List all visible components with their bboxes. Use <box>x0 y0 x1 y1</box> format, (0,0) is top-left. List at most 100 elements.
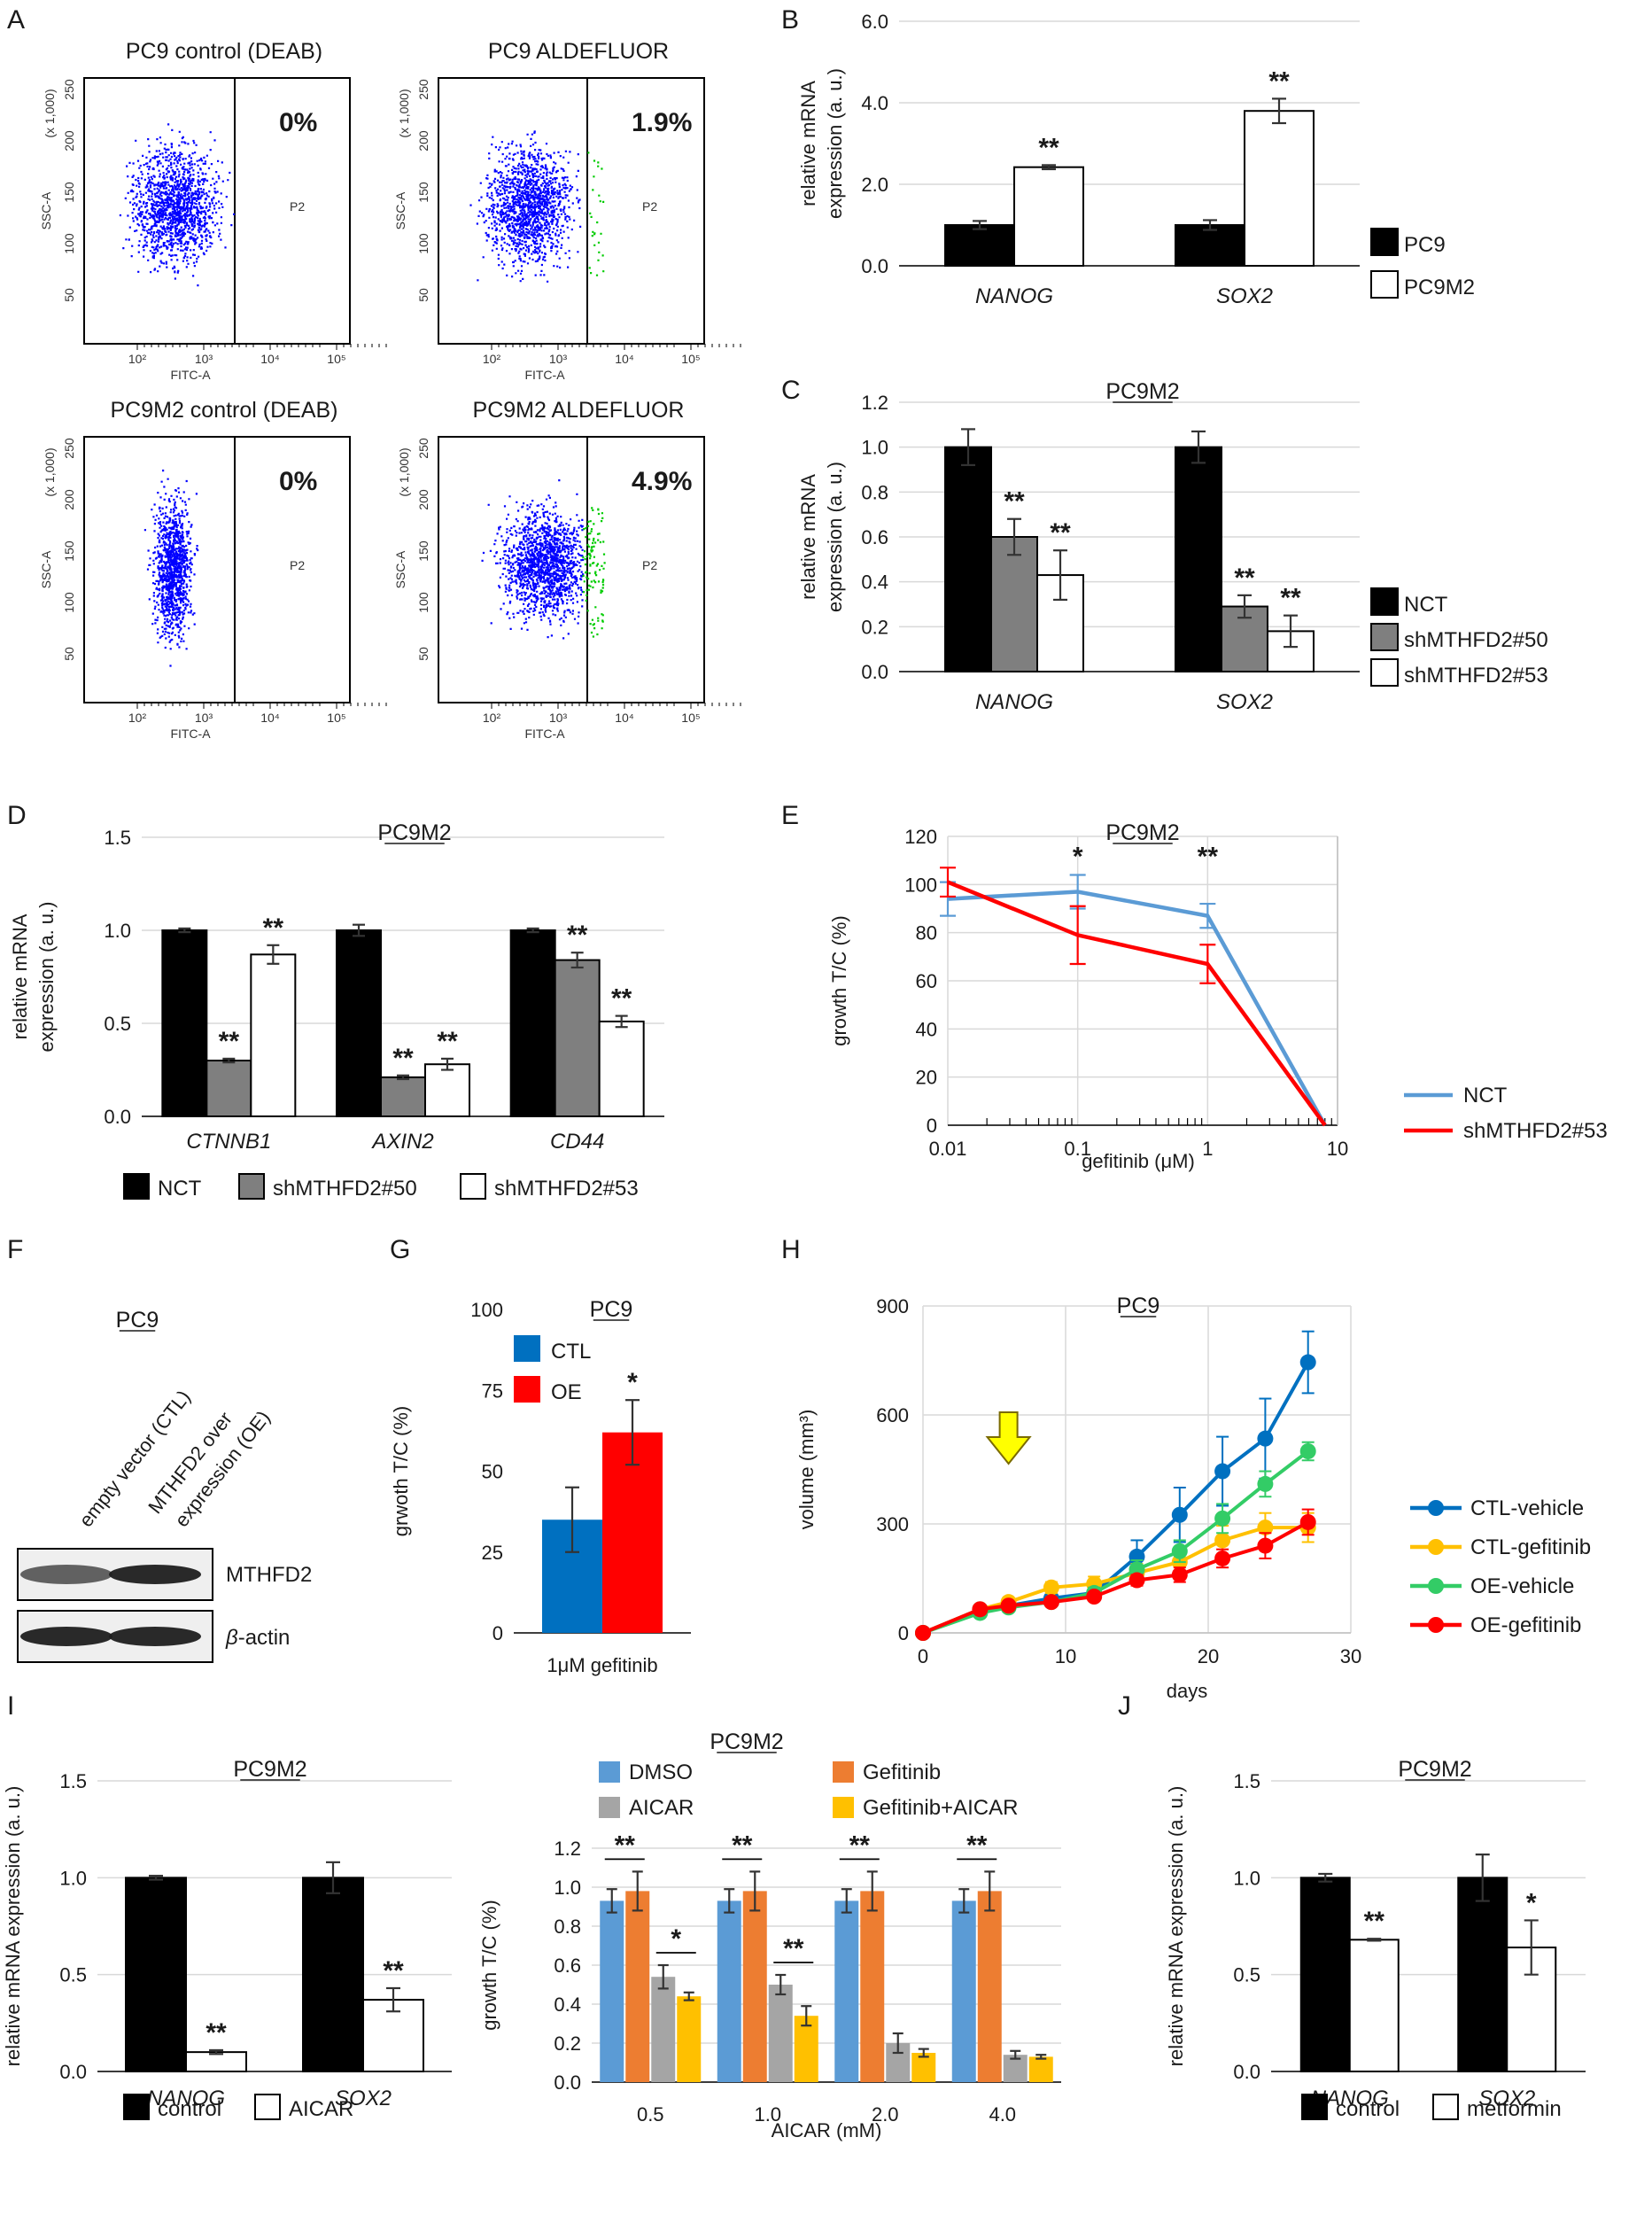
legend-swatch <box>514 1335 540 1362</box>
bar-nct <box>336 929 382 1117</box>
significance-mark: ** <box>611 984 632 1014</box>
y-tick-label: 0.4 <box>554 1994 581 2016</box>
bar-dmso <box>600 1900 624 2082</box>
x-tick-label: 10⁵ <box>327 711 345 725</box>
band-label: β-actin <box>225 1626 290 1650</box>
y-tick-label: 6.0 <box>861 11 888 33</box>
legend: control AICAR <box>123 2094 353 2121</box>
x-category-label: 0.5 <box>637 2103 664 2126</box>
legend-label: CTL-vehicle <box>1470 1496 1584 1520</box>
y-tick-label: 0.6 <box>554 1955 581 1977</box>
blot-strip <box>17 1610 213 1663</box>
data-point <box>1171 1543 1188 1559</box>
y-axis-label: relative mRNA expression (a. u.) <box>2 1786 24 2067</box>
y-tick-label: 250 <box>416 438 430 459</box>
y-axis-label: relative mRNA expression (a. u.) <box>1165 1786 1187 2067</box>
y-tick-label: 600 <box>876 1404 909 1426</box>
aldh-positive-dots <box>582 507 606 638</box>
gate-p2 <box>234 436 351 703</box>
panel-a: PC9 control (DEAB) 0% P2 50 100 150 200 250 (x 1… <box>39 39 741 741</box>
significance-mark: * <box>627 1368 638 1397</box>
y-tick-label: 1.0 <box>861 437 888 459</box>
data-point <box>915 1625 931 1641</box>
legend-swatch <box>1370 270 1399 299</box>
dot-cloud <box>481 479 606 640</box>
data-point <box>1257 1519 1274 1536</box>
bar-nct <box>1175 446 1222 672</box>
bar-gefitinib <box>625 1891 650 2082</box>
y-axis-label: expression (a. u.) <box>824 68 846 219</box>
y-tick-label: 150 <box>62 182 76 203</box>
legend-swatch <box>599 1797 620 1818</box>
bar-metformin <box>1506 1947 1557 2072</box>
y-tick-label: 250 <box>62 438 76 459</box>
x-category-label: 2.0 <box>872 2103 899 2126</box>
flow-plot: PC9M2 control (DEAB) 0% P2 50 100 150 200 250 (x… <box>39 398 387 741</box>
data-point <box>1043 1579 1059 1596</box>
chart-title: PC9 <box>590 1297 633 1322</box>
x-tick-label: 10³ <box>195 352 213 366</box>
population-dots <box>481 479 585 640</box>
x-tick-label: 10³ <box>549 711 568 725</box>
y-tick-label: 4.0 <box>861 92 888 114</box>
y-tick-label: 200 <box>416 130 430 152</box>
gate-p2 <box>234 77 351 345</box>
y-axis-label: grwoth T/C (%) <box>390 1406 412 1537</box>
panel-label-e: E <box>781 801 799 830</box>
band-label-suffix: -actin <box>238 1626 291 1650</box>
legend: DMSO Gefitinib AICAR Gefitinib+AICAR <box>599 1760 1018 1820</box>
series-ctl-vehicle <box>915 1330 1316 1641</box>
x-tick-label: 10² <box>128 352 147 366</box>
data-point <box>1214 1463 1231 1480</box>
legend-swatch <box>123 2094 150 2120</box>
y-tick-label: 0.0 <box>59 2061 87 2083</box>
bar-pc9 <box>944 224 1015 267</box>
significance-mark: ** <box>263 913 284 943</box>
panel-label-f: F <box>7 1235 23 1264</box>
significance-mark: ** <box>849 1830 871 1860</box>
y-tick-label: 100 <box>904 874 937 896</box>
aldh-positive-dots <box>587 152 605 276</box>
legend-label: Gefitinib+AICAR <box>863 1796 1018 1820</box>
y-axis-label: growth T/C (%) <box>828 915 850 1046</box>
bar-shmthfd2-50 <box>206 1060 252 1117</box>
y-tick-label: 0.4 <box>861 571 888 594</box>
y-tick-label: 200 <box>62 130 76 152</box>
y-tick-label: 75 <box>482 1380 503 1402</box>
legend: NCT shMTHFD2#50 shMTHFD2#53 <box>1370 587 1548 688</box>
data-point <box>1086 1589 1103 1605</box>
data-point <box>1214 1532 1231 1549</box>
bar-gefitinib <box>860 1891 885 2082</box>
x-tick-label: 0.1 <box>1064 1138 1091 1160</box>
y-tick-label: 1.0 <box>59 1867 87 1889</box>
legend-label: OE-vehicle <box>1470 1574 1574 1598</box>
x-category-label: SOX2 <box>1216 690 1273 714</box>
panel-c: 0.0 0.2 0.4 0.6 0.8 1.0 1.2 ** ** NANOG ** ** SOX2 re… <box>797 379 1548 714</box>
x-tick-label: 1 <box>1202 1138 1213 1160</box>
y-tick-label: 250 <box>416 79 430 100</box>
y-axis-label: SSC-A <box>393 550 407 588</box>
y-axis-label: relative mRNA <box>797 81 819 206</box>
blot-band <box>109 1627 201 1646</box>
legend-swatch <box>254 2094 281 2120</box>
bar-gefitinib-aicar <box>677 1996 702 2082</box>
y-tick-label: 1.5 <box>59 1770 87 1792</box>
legend-swatch <box>460 1173 486 1200</box>
x-category-label: 1.0 <box>754 2103 781 2126</box>
legend-swatch <box>1301 2094 1328 2120</box>
y-unit-label: (x 1,000) <box>43 89 57 137</box>
y-tick-label: 150 <box>416 540 430 562</box>
y-tick-label: 0.2 <box>554 2032 581 2055</box>
bar-shmthfd2-53 <box>250 953 297 1118</box>
x-tick-label: 10 <box>1055 1645 1076 1667</box>
y-tick-label: 900 <box>876 1295 909 1317</box>
data-point <box>1171 1506 1188 1523</box>
x-tick-label: 10⁴ <box>615 352 634 366</box>
significance-mark: ** <box>1198 843 1219 872</box>
x-category-label: CTNNB1 <box>186 1130 271 1154</box>
significance-mark: ** <box>1234 563 1255 593</box>
y-tick-label: 0.0 <box>861 255 888 277</box>
significance-mark: ** <box>966 1830 988 1860</box>
